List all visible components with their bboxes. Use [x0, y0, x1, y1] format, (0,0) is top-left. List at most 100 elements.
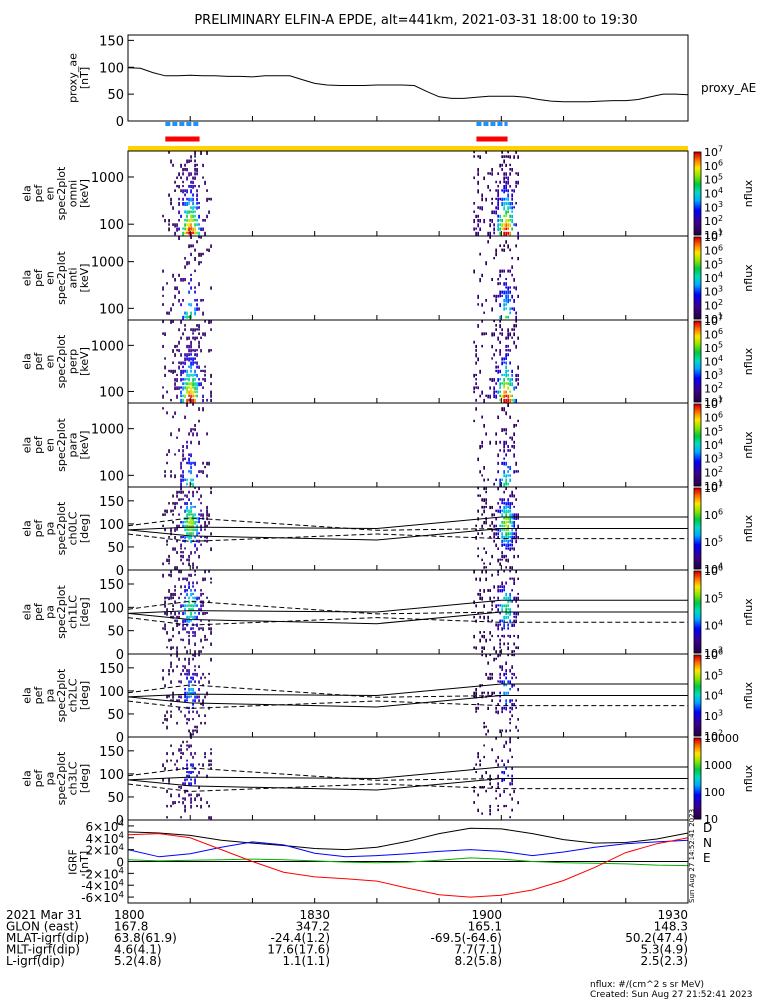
colorbar-cell: [694, 694, 701, 696]
panel-ylabel-line: pa: [44, 772, 57, 786]
spectrogram-cell: [507, 509, 509, 514]
spectrogram-cell: [509, 596, 511, 601]
spectrogram-cell: [497, 536, 499, 539]
spectrogram-cell: [497, 528, 499, 532]
spectrogram-cell: [481, 691, 483, 695]
spectrogram-cell: [166, 453, 168, 456]
colorbar-cell: [694, 621, 701, 624]
spectrogram-cell: [503, 197, 505, 201]
spectrogram-cell: [515, 202, 517, 205]
spectrogram-cell: [517, 737, 519, 739]
spectrogram-cell: [186, 168, 188, 172]
colorbar-cell: [694, 686, 701, 688]
spectrogram-cell: [499, 180, 501, 184]
spectrogram-cell: [182, 490, 184, 494]
colorbar-cell: [694, 356, 701, 358]
spectrogram-cell: [174, 344, 176, 349]
spectrogram-cell: [162, 524, 164, 527]
spectrogram-cell: [184, 524, 186, 527]
spectrogram-cell: [200, 227, 202, 231]
spectrogram-cell: [206, 505, 208, 510]
spectrogram-cell: [198, 554, 200, 559]
spectrogram-cell: [505, 303, 507, 306]
spectrogram-cell: [198, 340, 200, 345]
spectrogram-cell: [176, 490, 178, 494]
spectrogram-cell: [499, 505, 501, 509]
spectrogram-cell: [499, 290, 501, 295]
panel-ytick-label: 150: [99, 662, 124, 677]
spectrogram-cell: [479, 759, 481, 762]
panel-ylabel-line: ela: [21, 270, 34, 287]
colorbar-frame: [693, 487, 702, 570]
spectrogram-cell: [166, 759, 168, 763]
spectrogram-cell: [200, 543, 202, 546]
spectrogram-cell: [194, 378, 196, 381]
spectrogram-cell: [196, 521, 198, 523]
spectrogram-cell: [188, 524, 190, 528]
spectrogram-cell: [497, 774, 499, 779]
spectrogram-cell: [188, 210, 190, 214]
spectrogram-cell: [499, 793, 501, 797]
spectrogram-cell: [497, 461, 499, 465]
spectrogram-cell: [186, 513, 188, 518]
spectrogram-cell: [517, 688, 519, 692]
spectrogram-cell: [479, 219, 481, 223]
colorbar-cell: [694, 156, 701, 159]
spectrogram-cell: [497, 623, 499, 628]
panel-ylabel-line: pa: [44, 522, 57, 536]
spectrogram-cell: [483, 466, 485, 470]
spectrogram-cell: [192, 193, 194, 197]
spectrogram-cell: [190, 793, 192, 797]
spectrogram-cell: [509, 547, 511, 552]
spectrogram-cell: [505, 286, 507, 289]
spectrogram-cell: [511, 369, 513, 373]
colorbar-cell: [694, 484, 701, 487]
spectrogram-cell: [505, 382, 507, 385]
panel-ylabel-line: ela: [21, 687, 34, 704]
spectrogram-cell: [481, 654, 483, 657]
panel-ylabel-line: ch0LC: [67, 511, 80, 545]
spectrogram-cell: [164, 627, 166, 631]
spectrogram-cell: [491, 332, 493, 337]
spectrogram-cell: [517, 470, 519, 473]
spectrogram-cell: [178, 793, 180, 798]
colorbar-label: nflux: [742, 598, 755, 626]
spectrogram-cell: [515, 373, 517, 378]
spectrogram-cell: [188, 244, 190, 249]
spectrogram-cell: [485, 570, 487, 574]
spectrogram-cell: [170, 759, 172, 762]
spectrogram-cell: [501, 634, 503, 638]
spectrogram-cell: [172, 646, 174, 649]
spectrogram-cell: [190, 627, 192, 631]
colorbar-cell: [694, 329, 701, 331]
spectrogram-cell: [200, 513, 202, 517]
spectrogram-cell: [188, 691, 190, 695]
spectrogram-cell: [192, 657, 194, 661]
spectrogram-cell: [505, 566, 507, 569]
colorbar-cell: [694, 200, 701, 203]
spectrogram-cell: [164, 219, 166, 223]
panel-ylabel-line: spec2plot: [55, 251, 68, 305]
panel-ylabel-line: ch3LC: [67, 761, 80, 795]
colorbar-cell: [694, 684, 701, 687]
spectrogram-cell: [479, 227, 481, 231]
colorbar-cell: [694, 575, 701, 577]
spectrogram-cell: [511, 774, 513, 778]
spectrogram-cell: [507, 382, 509, 385]
spectrogram-cell: [190, 470, 192, 475]
colorbar-cell: [694, 759, 701, 762]
colorbar-tick-label: 104: [704, 618, 723, 632]
spectrogram-cell: [200, 608, 202, 612]
spectrogram-cell: [509, 269, 511, 273]
colorbar-tick-label: 106: [704, 648, 723, 662]
colorbar-cell: [694, 583, 701, 586]
spectrogram-cell: [162, 407, 164, 410]
spectrogram-cell: [186, 373, 188, 377]
spectrogram-cell: [184, 604, 186, 608]
spectrogram-cell: [499, 524, 501, 527]
spectrogram-cell: [511, 436, 513, 441]
spectrogram-cell: [192, 202, 194, 206]
colorbar-cell: [694, 496, 701, 498]
